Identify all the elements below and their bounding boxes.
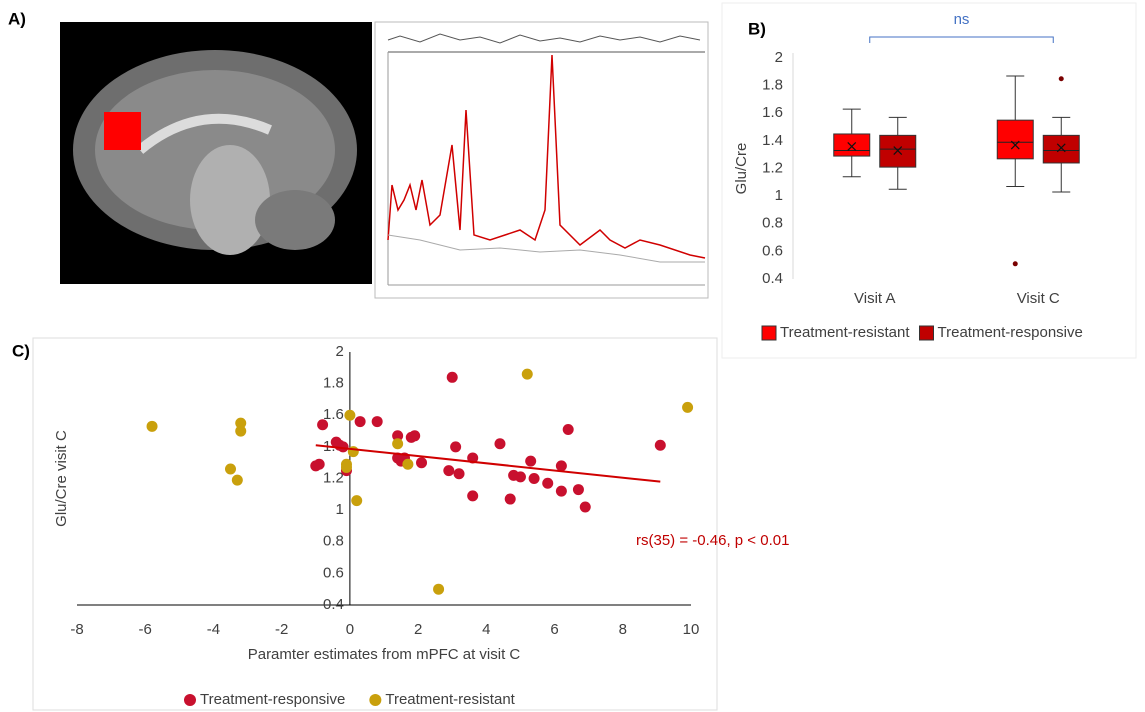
annotation-bracket [870,37,1054,43]
box [1043,135,1079,163]
point [529,473,540,484]
y-tick-label: 0.4 [323,596,344,613]
point [515,471,526,482]
x-tick-label: 6 [550,621,558,638]
mri-image [60,22,372,284]
point [348,446,359,457]
legend-swatch [369,694,381,706]
y-tick-label: 1.8 [323,375,344,392]
point [542,478,553,489]
legend-label: Treatment-resistant [780,324,910,341]
point [580,501,591,512]
outlier [1059,76,1064,81]
point [409,430,420,441]
x-tick-label: -8 [70,621,83,638]
x-tick-label: 4 [482,621,490,638]
point [522,369,533,380]
x-tick-label: 10 [683,621,700,638]
x-tick-label: -4 [207,621,220,638]
y-tick-label: 0.8 [762,215,783,232]
point [314,459,325,470]
point [447,372,458,383]
point [556,460,567,471]
legend-swatch [920,326,934,340]
y-tick-label: 1.2 [323,469,344,486]
y-tick-label: 1 [775,187,783,204]
point [344,410,355,421]
y-tick-label: 0.4 [762,270,783,287]
point [494,438,505,449]
legend-label: Treatment-responsive [938,324,1083,341]
legend-label: Treatment-resistant [385,691,515,708]
point [563,424,574,435]
page: A) B) 0.4 0.6 0.8 1 1.2 1.4 1.6 1.8 2 Glu/Cre Visit… [0,0,1145,712]
y-tick-label: 1.6 [762,104,783,121]
box [997,120,1033,159]
point [505,494,516,505]
panel-label: A) [8,9,26,28]
x-tick-label: -6 [139,621,152,638]
y-tick-label: 0.6 [323,564,344,581]
point [341,462,352,473]
panel-label: B) [748,19,766,38]
y-tick-label: 1.2 [762,159,783,176]
x-tick-label: 8 [619,621,627,638]
point [573,484,584,495]
point [225,464,236,475]
y-tick-label: 2 [336,343,344,360]
point [317,419,328,430]
point [351,495,362,506]
point [355,416,366,427]
point [682,402,693,413]
y-axis-label: Glu/Cre visit C [53,430,70,527]
y-tick-label: 2 [775,49,783,66]
box [834,134,870,156]
y-tick-label: 0.8 [323,533,344,550]
point [416,457,427,468]
point [433,584,444,595]
point [525,456,536,467]
point [392,438,403,449]
spectrum-image [375,22,708,298]
point [147,421,158,432]
legend-label: Treatment-responsive [200,691,345,708]
panel-frame [722,3,1136,358]
x-tick-label: Visit C [1017,290,1060,307]
y-tick-label: 1.4 [762,132,783,149]
annotation: ns [954,11,970,28]
x-tick-label: 0 [346,621,354,638]
annotation: rs(35) = -0.46, p < 0.01 [636,532,789,549]
point [556,486,567,497]
point [402,459,413,470]
figure: A) B) 0.4 0.6 0.8 1 1.2 1.4 1.6 1.8 2 Glu/Cre Visit… [0,0,1145,712]
x-tick-label: 2 [414,621,422,638]
point [232,475,243,486]
point [372,416,383,427]
y-axis-label: Glu/Cre [733,143,750,195]
point [235,426,246,437]
legend-swatch [184,694,196,706]
x-tick-label: -2 [275,621,288,638]
point [450,441,461,452]
point [443,465,454,476]
point [454,468,465,479]
point [655,440,666,451]
point [467,490,478,501]
outlier [1013,261,1018,266]
legend-swatch [762,326,776,340]
y-tick-label: 1 [336,501,344,518]
panel-label: C) [12,341,30,360]
y-tick-label: 0.6 [762,242,783,259]
y-tick-label: 1.8 [762,77,783,94]
x-axis-label: Paramter estimates from mPFC at visit C [248,646,521,663]
x-tick-label: Visit A [854,290,895,307]
trend-line [316,445,661,481]
